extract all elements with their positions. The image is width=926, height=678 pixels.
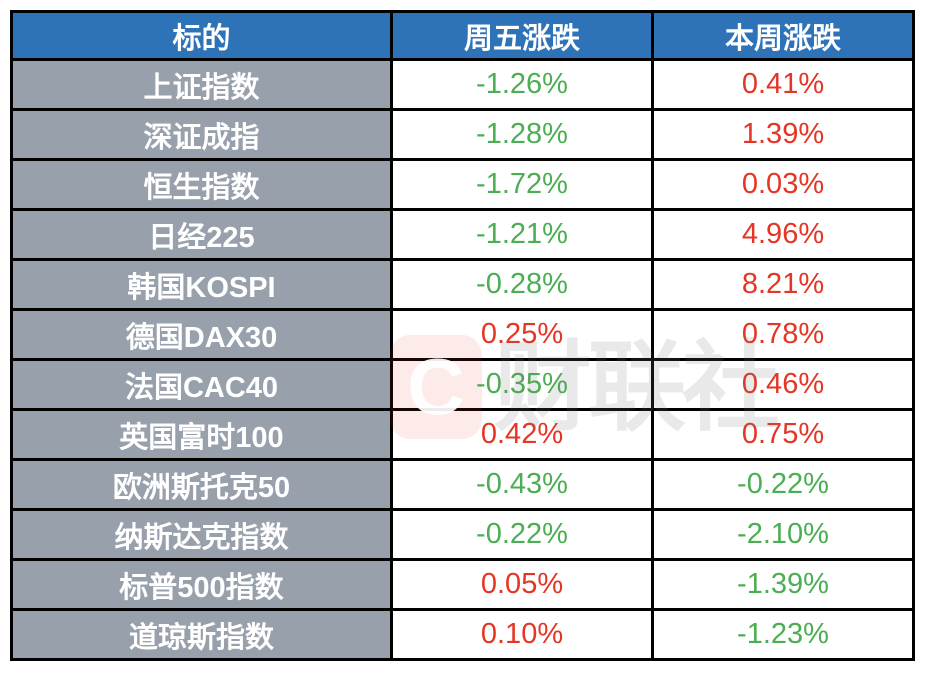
week-change-value: -2.10% — [651, 508, 915, 561]
table-row: 欧洲斯托克50 -0.43% -0.22% — [10, 458, 915, 511]
table-row: 英国富时100 0.42% 0.75% — [10, 408, 915, 461]
table-row: 日经225 -1.21% 4.96% — [10, 208, 915, 261]
week-change-value: 0.41% — [651, 58, 915, 111]
table-row: 德国DAX30 0.25% 0.78% — [10, 308, 915, 361]
week-change-value: 0.78% — [651, 308, 915, 361]
index-name: 纳斯达克指数 — [10, 508, 393, 561]
index-name: 德国DAX30 — [10, 308, 393, 361]
table-row: 韩国KOSPI -0.28% 8.21% — [10, 258, 915, 311]
index-name: 欧洲斯托克50 — [10, 458, 393, 511]
table-row: 道琼斯指数 0.10% -1.23% — [10, 608, 915, 661]
table-row: 上证指数 -1.26% 0.41% — [10, 58, 915, 111]
friday-change-value: 0.10% — [390, 608, 654, 661]
index-name: 道琼斯指数 — [10, 608, 393, 661]
week-change-value: 0.46% — [651, 358, 915, 411]
index-name: 标普500指数 — [10, 558, 393, 611]
friday-change-value: -1.72% — [390, 158, 654, 211]
week-change-value: 1.39% — [651, 108, 915, 161]
header-row: 标的 周五涨跌 本周涨跌 — [10, 10, 915, 61]
friday-change-value: 0.25% — [390, 308, 654, 361]
friday-change-value: -0.22% — [390, 508, 654, 561]
friday-change-value: -1.26% — [390, 58, 654, 111]
week-change-value: -0.22% — [651, 458, 915, 511]
friday-change-value: 0.42% — [390, 408, 654, 461]
friday-change-value: -0.35% — [390, 358, 654, 411]
table-row: 深证成指 -1.28% 1.39% — [10, 108, 915, 161]
friday-change-value: -1.28% — [390, 108, 654, 161]
table-row: 标普500指数 0.05% -1.39% — [10, 558, 915, 611]
week-change-value: -1.23% — [651, 608, 915, 661]
header-target: 标的 — [10, 10, 393, 61]
week-change-value: 8.21% — [651, 258, 915, 311]
friday-change-value: -0.28% — [390, 258, 654, 311]
header-week-change: 本周涨跌 — [651, 10, 915, 61]
week-change-value: -1.39% — [651, 558, 915, 611]
table-row: 纳斯达克指数 -0.22% -2.10% — [10, 508, 915, 561]
friday-change-value: -0.43% — [390, 458, 654, 511]
index-name: 深证成指 — [10, 108, 393, 161]
friday-change-value: -1.21% — [390, 208, 654, 261]
week-change-value: 0.75% — [651, 408, 915, 461]
table-row: 恒生指数 -1.72% 0.03% — [10, 158, 915, 211]
table-row: 法国CAC40 -0.35% 0.46% — [10, 358, 915, 411]
header-friday-change: 周五涨跌 — [390, 10, 654, 61]
friday-change-value: 0.05% — [390, 558, 654, 611]
index-name: 上证指数 — [10, 58, 393, 111]
index-name: 法国CAC40 — [10, 358, 393, 411]
index-name: 日经225 — [10, 208, 393, 261]
index-name: 英国富时100 — [10, 408, 393, 461]
week-change-value: 4.96% — [651, 208, 915, 261]
index-name: 韩国KOSPI — [10, 258, 393, 311]
indices-table: 标的 周五涨跌 本周涨跌 上证指数 -1.26% 0.41% 深证成指 -1.2… — [10, 10, 915, 661]
index-name: 恒生指数 — [10, 158, 393, 211]
week-change-value: 0.03% — [651, 158, 915, 211]
